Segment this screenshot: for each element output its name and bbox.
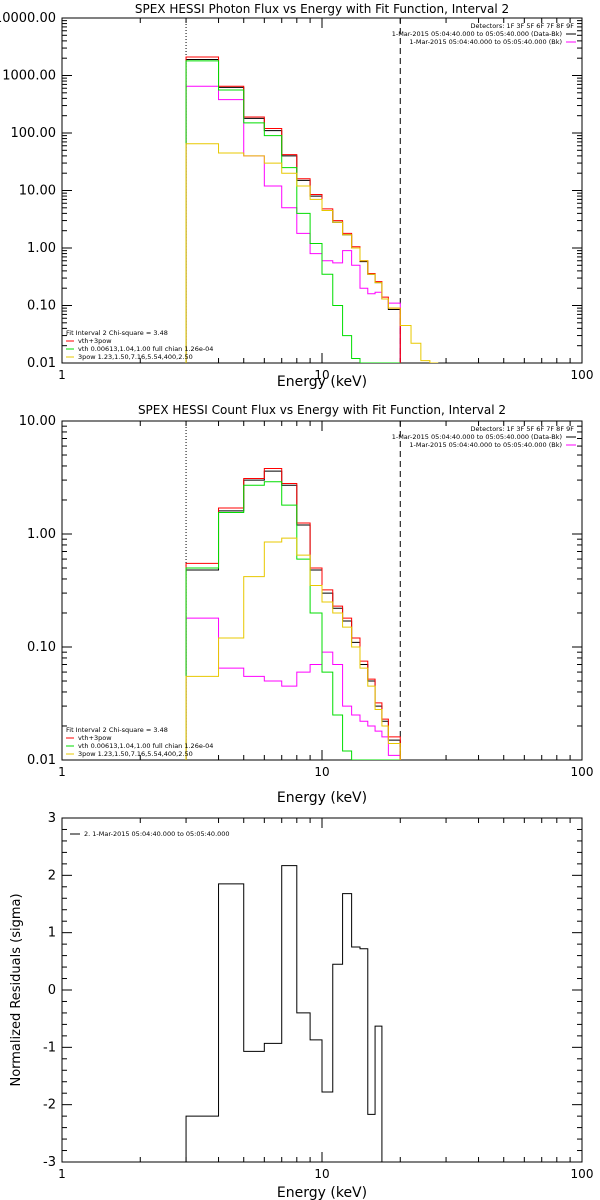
series-group (185, 865, 383, 1162)
y-tick-label: 0.01 (27, 753, 56, 768)
legend-header: Fit Interval 2 Chi-square = 3.48 (66, 726, 168, 734)
y-tick-label: 10000.00 (0, 11, 56, 26)
x-tick-label: 10 (314, 1167, 329, 1181)
y-tick-label: 0.10 (27, 299, 56, 314)
legend-entry: 3pow 1.23,1.50,7.16,5.54,400,2.50 (78, 353, 193, 361)
series-line-5 (185, 537, 401, 760)
x-axis-label: Energy (keV) (277, 1185, 367, 1200)
y-tick-label: 10.00 (19, 414, 56, 429)
legend-entry: 1-Mar-2015 05:04:40.000 to 05:05:40.000 … (392, 433, 562, 441)
x-tick-label: 1 (58, 1167, 66, 1181)
legend-entry: vth+3pow (78, 337, 112, 345)
y-tick-label: 1000.00 (2, 69, 56, 84)
series-line-1 (185, 58, 401, 363)
legend-entry: 3pow 1.23,1.50,7.16,5.54,400,2.50 (78, 750, 193, 758)
y-tick-label: 1.00 (27, 241, 56, 256)
x-tick-label: 100 (571, 765, 594, 779)
x-tick-label: 1 (58, 765, 66, 779)
chart-title: SPEX HESSI Count Flux vs Energy with Fit… (138, 403, 506, 417)
y-tick-label: -2 (43, 1098, 56, 1113)
x-tick-label: 1 (58, 368, 66, 382)
chart-panel-3: 1 10 100 -3 -2 -1 0 1 2 3 Energy (keV) Normalized R… (9, 811, 593, 1200)
series-line-3 (185, 467, 401, 760)
y-tick-label: 1.00 (27, 527, 56, 542)
y-tick-label: 3 (48, 811, 56, 826)
legend-entry: vth+3pow (78, 734, 112, 742)
legend-fit: Fit Interval 2 Chi-square = 3.48vth+3pow… (66, 329, 213, 361)
series-line-4 (185, 481, 401, 760)
legend-top: 2. 1-Mar-2015 05:04:40.000 to 05:05:40.0… (70, 830, 230, 838)
plot-frame (61, 817, 583, 1163)
legend-entry: 1-Mar-2015 05:04:40.000 to 05:05:40.000 … (409, 38, 562, 46)
x-axis-label: Energy (keV) (277, 790, 367, 806)
legend-entry: 1-Mar-2015 05:04:40.000 to 05:05:40.000 … (392, 30, 562, 38)
series-group (185, 56, 439, 363)
y-tick-label: -3 (43, 1155, 56, 1170)
y-tick-label: -1 (43, 1040, 56, 1055)
y-tick-label: 2 (48, 868, 56, 883)
x-tick-label: 100 (571, 1167, 594, 1181)
series-line-4 (185, 60, 401, 363)
series-line-3 (185, 56, 401, 363)
legend-top: Detectors: 1F 3F 5F 6F 7F 8F 9F1-Mar-201… (392, 22, 576, 46)
x-tick-label: 100 (571, 368, 594, 382)
y-tick-label: 10.00 (19, 184, 56, 199)
legend-header: Detectors: 1F 3F 5F 6F 7F 8F 9F (471, 425, 575, 433)
y-tick-label: 0 (48, 983, 56, 998)
x-tick-label: 10 (314, 765, 329, 779)
series-line-5 (185, 143, 439, 363)
legend-entry: vth 0.00613,1.04,1.00 full chian 1.26e-0… (78, 742, 213, 750)
legend-top: Detectors: 1F 3F 5F 6F 7F 8F 9F1-Mar-201… (392, 425, 576, 449)
legend-header: Detectors: 1F 3F 5F 6F 7F 8F 9F (471, 22, 575, 30)
y-axis-label: Normalized Residuals (sigma) (9, 893, 24, 1086)
chart-panel-1: SPEX HESSI Photon Flux vs Energy with Fi… (0, 2, 593, 390)
x-axis-label: Energy (keV) (277, 374, 367, 390)
plot-frame (61, 17, 583, 364)
series-line-2 (185, 617, 401, 760)
legend-entry: 1-Mar-2015 05:04:40.000 to 05:05:40.000 … (409, 441, 562, 449)
series-group (185, 467, 401, 760)
chart-title: SPEX HESSI Photon Flux vs Energy with Fi… (135, 2, 509, 16)
series-line-2 (185, 85, 401, 363)
y-tick-label: 1 (48, 926, 56, 941)
x-tick-label: 10 (314, 368, 329, 382)
y-tick-label: 0.10 (27, 640, 56, 655)
legend-header: Fit Interval 2 Chi-square = 3.48 (66, 329, 168, 337)
y-tick-label: 100.00 (11, 126, 57, 141)
chart-panel-2: SPEX HESSI Count Flux vs Energy with Fit… (19, 403, 594, 806)
series-line-1 (185, 865, 383, 1162)
legend-entry: vth 0.00613,1.04,1.00 full chian 1.26e-0… (78, 345, 213, 353)
legend-fit: Fit Interval 2 Chi-square = 3.48vth+3pow… (66, 726, 213, 758)
y-tick-label: 0.01 (27, 356, 56, 371)
legend-entry: 2. 1-Mar-2015 05:04:40.000 to 05:05:40.0… (84, 830, 230, 838)
